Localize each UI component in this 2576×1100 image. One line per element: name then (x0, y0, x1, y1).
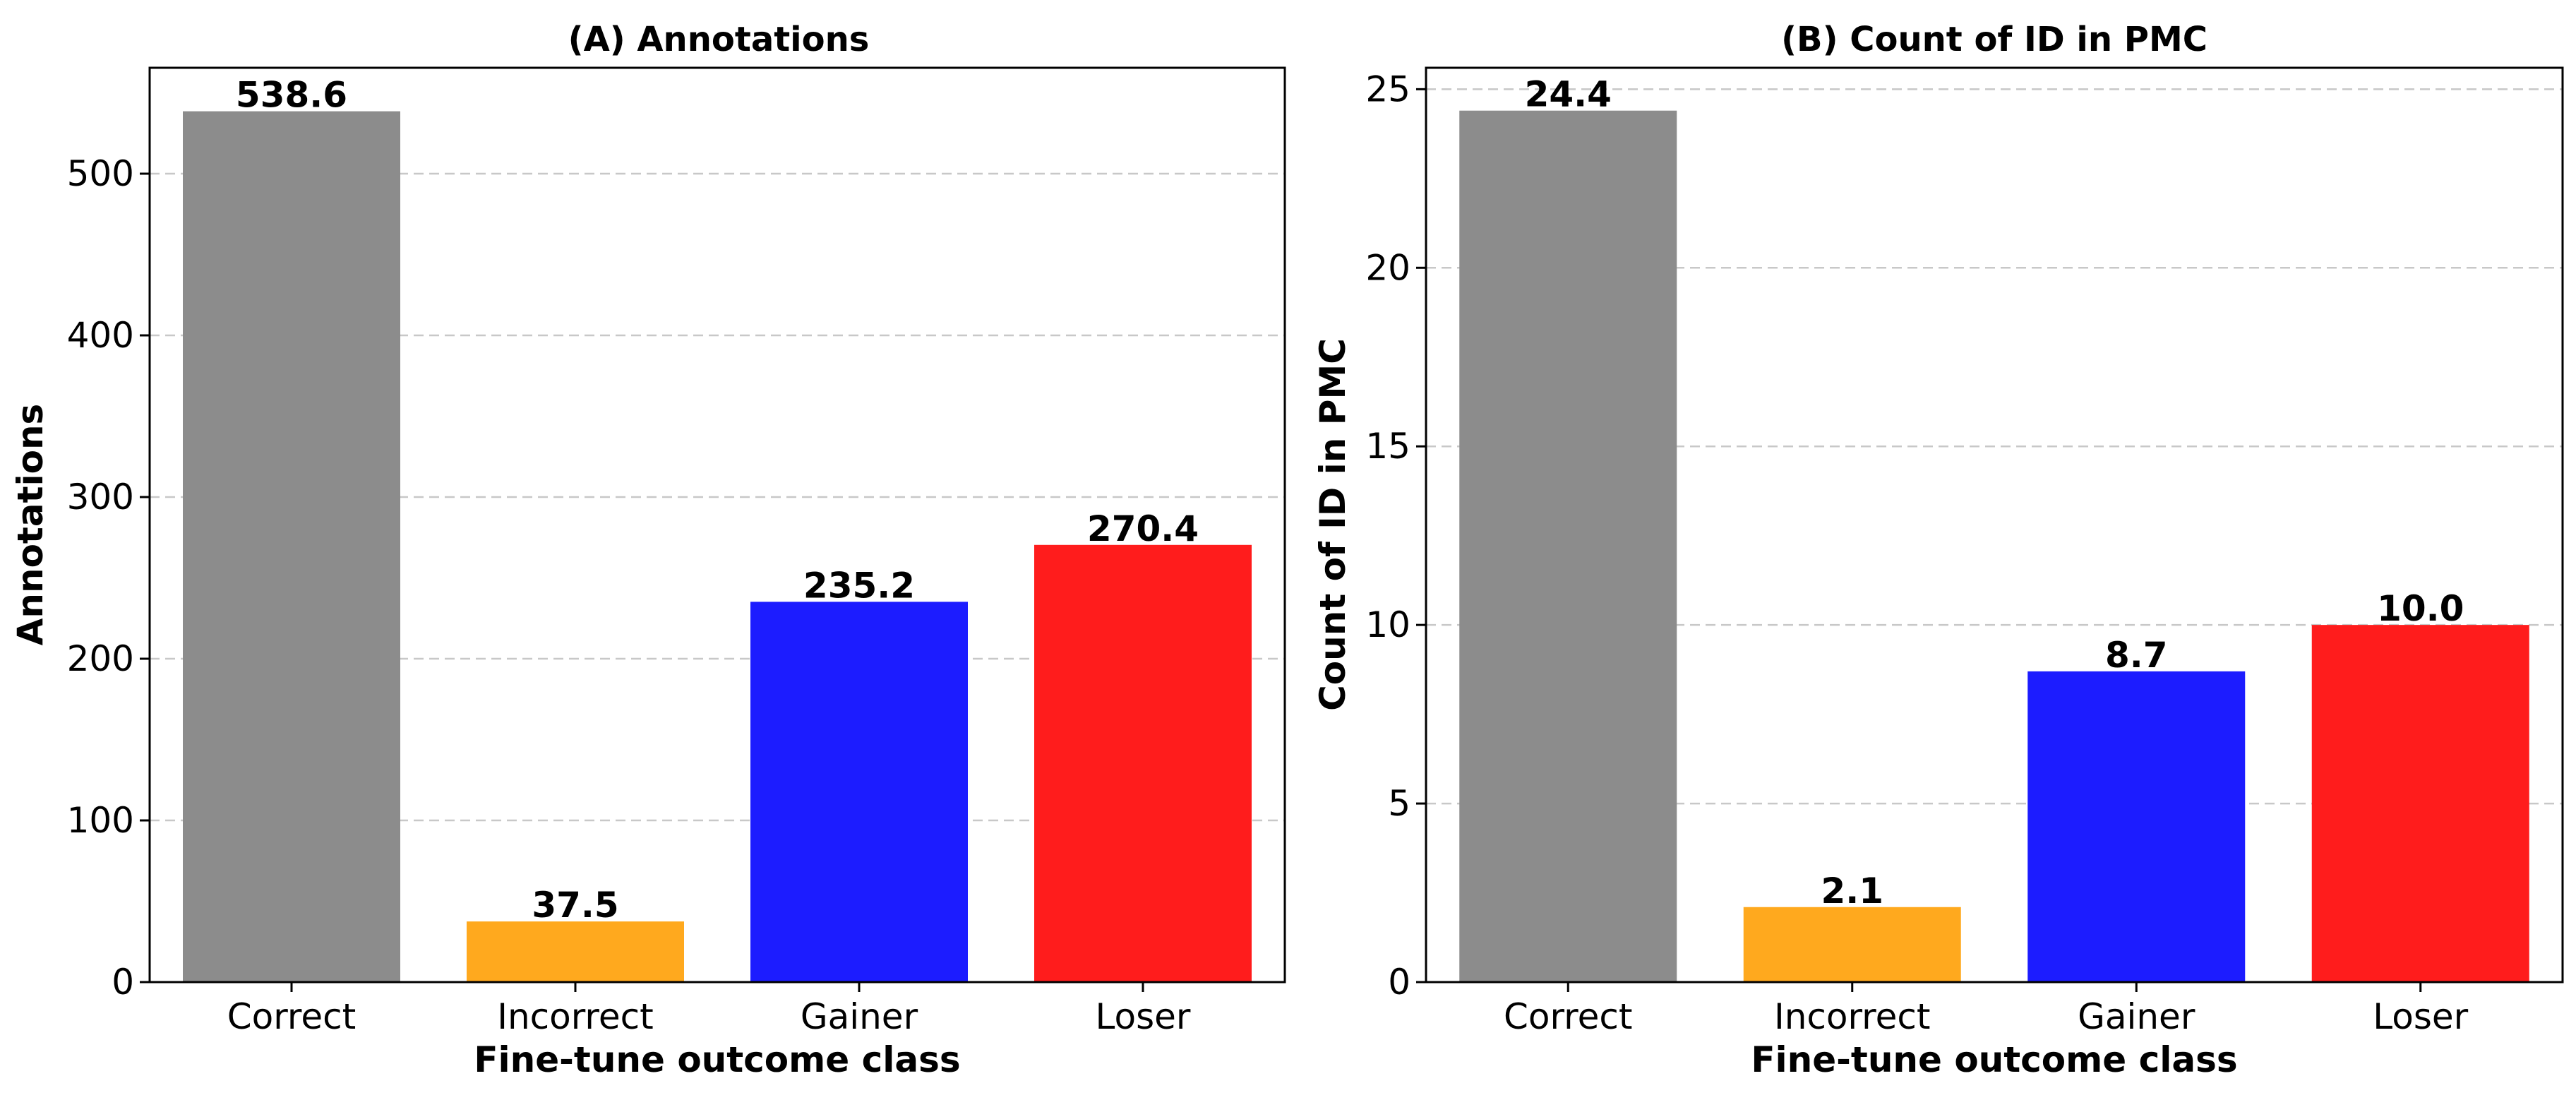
data-labels: 24.4 2.1 8.7 10.0 (1525, 74, 2464, 911)
plot-frame (1425, 66, 2564, 984)
x-tick-label: Gainer (2078, 996, 2195, 1037)
data-label: 37.5 (532, 885, 618, 926)
x-tick-label: Correct (1504, 996, 1633, 1037)
data-label: 10.0 (2377, 588, 2464, 629)
chart-title: (B) Count of ID in PMC (1781, 20, 2207, 59)
data-label: 8.7 (2105, 635, 2168, 676)
data-labels: 538.6 37.5 235.2 270.4 (236, 75, 1199, 926)
y-tick-label: 100 (67, 800, 134, 841)
x-tick-label: Gainer (801, 996, 918, 1037)
y-tick-label: 500 (67, 153, 134, 194)
chart-title: (A) Annotations (568, 20, 870, 59)
chart-panel-count-of-id: (B) Count of ID in PMC 0 5 10 15 20 25 Correc… (1312, 20, 2564, 1080)
x-tick-label: Incorrect (497, 996, 654, 1037)
x-tick-label: Correct (227, 996, 357, 1037)
y-tick-label: 15 (1365, 426, 1410, 467)
y-tick-label: 20 (1365, 247, 1410, 288)
bar-correct (1459, 110, 1677, 982)
data-label: 538.6 (236, 75, 347, 116)
y-tick-label: 0 (1388, 962, 1410, 1003)
bars (1459, 110, 2529, 982)
y-axis-label: Count of ID in PMC (1312, 338, 1353, 711)
bar-correct (183, 111, 400, 983)
bar-gainer (2027, 671, 2246, 982)
bar-gainer (750, 602, 968, 982)
x-ticks: Correct Incorrect Gainer Loser (1504, 982, 2469, 1037)
plot-frame (148, 66, 1286, 984)
y-tick-label: 5 (1388, 783, 1410, 824)
y-tick-label: 10 (1365, 604, 1410, 645)
x-axis-label: Fine-tune outcome class (474, 1039, 960, 1080)
bar-incorrect (467, 921, 684, 982)
data-label: 24.4 (1525, 74, 1612, 115)
data-label: 2.1 (1821, 871, 1883, 911)
chart-panel-annotations: (A) Annotations 0 100 200 300 400 500 Correct… (10, 20, 1286, 1080)
y-tick-label: 0 (112, 962, 134, 1003)
x-tick-label: Loser (2373, 996, 2468, 1037)
x-tick-label: Loser (1096, 996, 1191, 1037)
bar-incorrect (1743, 907, 1961, 982)
y-ticks: 0 5 10 15 20 25 (1365, 68, 1426, 1003)
bar-loser (2311, 625, 2529, 982)
x-ticks: Correct Incorrect Gainer Loser (227, 982, 1191, 1037)
y-tick-label: 300 (67, 477, 134, 518)
y-tick-label: 200 (67, 638, 134, 679)
data-label: 235.2 (803, 565, 915, 606)
bar-loser (1034, 544, 1252, 982)
x-axis-label: Fine-tune outcome class (1751, 1039, 2237, 1080)
y-axis-label: Annotations (10, 404, 51, 646)
y-tick-label: 400 (67, 315, 134, 356)
bars (183, 111, 1252, 983)
y-tick-label: 25 (1365, 68, 1410, 109)
x-tick-label: Incorrect (1774, 996, 1931, 1037)
y-ticks: 0 100 200 300 400 500 (67, 153, 150, 1003)
data-label: 270.4 (1087, 508, 1199, 549)
